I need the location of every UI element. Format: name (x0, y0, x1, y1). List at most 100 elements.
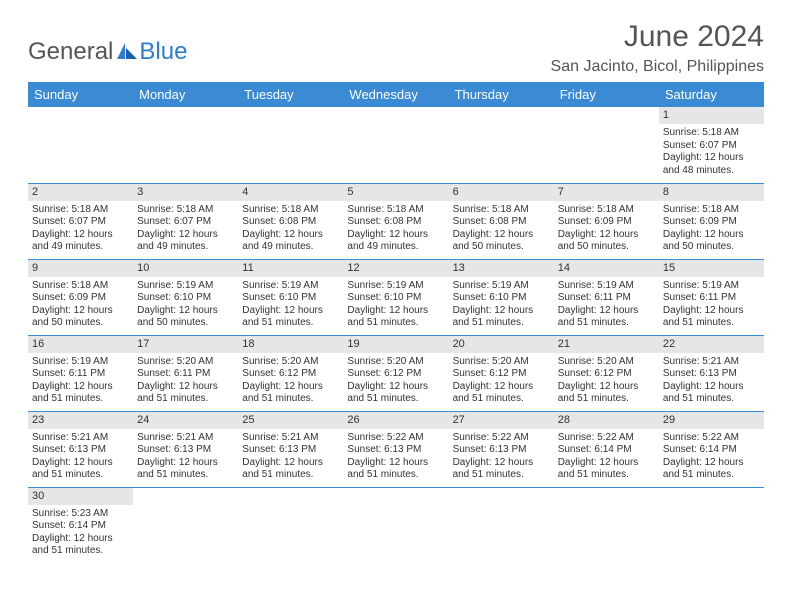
day-number: 23 (28, 412, 133, 429)
day-details: Sunrise: 5:20 AMSunset: 6:12 PMDaylight:… (449, 353, 554, 410)
day-details: Sunrise: 5:18 AMSunset: 6:07 PMDaylight:… (28, 201, 133, 258)
calendar-cell (449, 487, 554, 563)
day-number: 7 (554, 184, 659, 201)
weekday-header-row: Sunday Monday Tuesday Wednesday Thursday… (28, 82, 764, 107)
calendar-cell: 7Sunrise: 5:18 AMSunset: 6:09 PMDaylight… (554, 183, 659, 259)
day-details: Sunrise: 5:19 AMSunset: 6:10 PMDaylight:… (343, 277, 448, 334)
day-number: 27 (449, 412, 554, 429)
calendar-cell (238, 107, 343, 183)
calendar-cell: 12Sunrise: 5:19 AMSunset: 6:10 PMDayligh… (343, 259, 448, 335)
calendar-cell: 8Sunrise: 5:18 AMSunset: 6:09 PMDaylight… (659, 183, 764, 259)
calendar-cell: 18Sunrise: 5:20 AMSunset: 6:12 PMDayligh… (238, 335, 343, 411)
day-number: 8 (659, 184, 764, 201)
calendar-cell: 14Sunrise: 5:19 AMSunset: 6:11 PMDayligh… (554, 259, 659, 335)
day-number: 28 (554, 412, 659, 429)
weekday-header: Tuesday (238, 82, 343, 107)
day-number: 20 (449, 336, 554, 353)
day-details: Sunrise: 5:22 AMSunset: 6:14 PMDaylight:… (554, 429, 659, 486)
day-details: Sunrise: 5:19 AMSunset: 6:10 PMDaylight:… (449, 277, 554, 334)
calendar-cell: 22Sunrise: 5:21 AMSunset: 6:13 PMDayligh… (659, 335, 764, 411)
day-details: Sunrise: 5:20 AMSunset: 6:11 PMDaylight:… (133, 353, 238, 410)
day-number: 13 (449, 260, 554, 277)
calendar-cell (659, 487, 764, 563)
weekday-header: Saturday (659, 82, 764, 107)
calendar-row: 30Sunrise: 5:23 AMSunset: 6:14 PMDayligh… (28, 487, 764, 563)
calendar-cell: 5Sunrise: 5:18 AMSunset: 6:08 PMDaylight… (343, 183, 448, 259)
day-details: Sunrise: 5:19 AMSunset: 6:11 PMDaylight:… (659, 277, 764, 334)
logo-sail-icon (115, 41, 139, 61)
calendar-cell: 19Sunrise: 5:20 AMSunset: 6:12 PMDayligh… (343, 335, 448, 411)
calendar-row: 1Sunrise: 5:18 AMSunset: 6:07 PMDaylight… (28, 107, 764, 183)
day-details: Sunrise: 5:23 AMSunset: 6:14 PMDaylight:… (28, 505, 133, 562)
day-number: 6 (449, 184, 554, 201)
day-details: Sunrise: 5:22 AMSunset: 6:13 PMDaylight:… (449, 429, 554, 486)
month-title: June 2024 (551, 20, 764, 54)
day-number: 3 (133, 184, 238, 201)
day-details: Sunrise: 5:22 AMSunset: 6:14 PMDaylight:… (659, 429, 764, 486)
calendar-cell (133, 107, 238, 183)
calendar-cell (554, 107, 659, 183)
day-details: Sunrise: 5:18 AMSunset: 6:08 PMDaylight:… (238, 201, 343, 258)
day-details: Sunrise: 5:19 AMSunset: 6:11 PMDaylight:… (554, 277, 659, 334)
day-number: 12 (343, 260, 448, 277)
day-number: 26 (343, 412, 448, 429)
day-details: Sunrise: 5:18 AMSunset: 6:07 PMDaylight:… (133, 201, 238, 258)
weekday-header: Monday (133, 82, 238, 107)
day-number: 5 (343, 184, 448, 201)
day-number: 4 (238, 184, 343, 201)
calendar-cell: 20Sunrise: 5:20 AMSunset: 6:12 PMDayligh… (449, 335, 554, 411)
day-number: 16 (28, 336, 133, 353)
calendar-cell: 24Sunrise: 5:21 AMSunset: 6:13 PMDayligh… (133, 411, 238, 487)
calendar-cell: 17Sunrise: 5:20 AMSunset: 6:11 PMDayligh… (133, 335, 238, 411)
calendar-cell (28, 107, 133, 183)
day-details: Sunrise: 5:19 AMSunset: 6:10 PMDaylight:… (238, 277, 343, 334)
day-number: 29 (659, 412, 764, 429)
day-details: Sunrise: 5:22 AMSunset: 6:13 PMDaylight:… (343, 429, 448, 486)
calendar-cell: 30Sunrise: 5:23 AMSunset: 6:14 PMDayligh… (28, 487, 133, 563)
calendar-cell: 26Sunrise: 5:22 AMSunset: 6:13 PMDayligh… (343, 411, 448, 487)
day-number: 19 (343, 336, 448, 353)
day-number: 17 (133, 336, 238, 353)
weekday-header: Thursday (449, 82, 554, 107)
page-header: General Blue June 2024 San Jacinto, Bico… (28, 20, 764, 76)
day-details: Sunrise: 5:21 AMSunset: 6:13 PMDaylight:… (133, 429, 238, 486)
day-number: 30 (28, 488, 133, 505)
logo: General Blue (28, 38, 187, 66)
day-details: Sunrise: 5:20 AMSunset: 6:12 PMDaylight:… (343, 353, 448, 410)
day-details: Sunrise: 5:18 AMSunset: 6:09 PMDaylight:… (659, 201, 764, 258)
calendar-cell (343, 487, 448, 563)
calendar-row: 2Sunrise: 5:18 AMSunset: 6:07 PMDaylight… (28, 183, 764, 259)
day-number: 1 (659, 107, 764, 124)
calendar-row: 23Sunrise: 5:21 AMSunset: 6:13 PMDayligh… (28, 411, 764, 487)
logo-text-blue: Blue (139, 38, 187, 66)
day-details: Sunrise: 5:18 AMSunset: 6:08 PMDaylight:… (449, 201, 554, 258)
day-details: Sunrise: 5:21 AMSunset: 6:13 PMDaylight:… (659, 353, 764, 410)
day-number: 9 (28, 260, 133, 277)
calendar-cell (343, 107, 448, 183)
day-details: Sunrise: 5:18 AMSunset: 6:08 PMDaylight:… (343, 201, 448, 258)
calendar-row: 9Sunrise: 5:18 AMSunset: 6:09 PMDaylight… (28, 259, 764, 335)
calendar-cell: 3Sunrise: 5:18 AMSunset: 6:07 PMDaylight… (133, 183, 238, 259)
calendar-cell: 11Sunrise: 5:19 AMSunset: 6:10 PMDayligh… (238, 259, 343, 335)
calendar-cell: 6Sunrise: 5:18 AMSunset: 6:08 PMDaylight… (449, 183, 554, 259)
calendar-cell (449, 107, 554, 183)
calendar-cell: 28Sunrise: 5:22 AMSunset: 6:14 PMDayligh… (554, 411, 659, 487)
day-number: 22 (659, 336, 764, 353)
calendar-cell (554, 487, 659, 563)
day-number: 24 (133, 412, 238, 429)
calendar-cell: 4Sunrise: 5:18 AMSunset: 6:08 PMDaylight… (238, 183, 343, 259)
weekday-header: Wednesday (343, 82, 448, 107)
weekday-header: Sunday (28, 82, 133, 107)
day-number: 11 (238, 260, 343, 277)
day-number: 18 (238, 336, 343, 353)
calendar-cell: 13Sunrise: 5:19 AMSunset: 6:10 PMDayligh… (449, 259, 554, 335)
calendar-cell: 27Sunrise: 5:22 AMSunset: 6:13 PMDayligh… (449, 411, 554, 487)
calendar-table: Sunday Monday Tuesday Wednesday Thursday… (28, 82, 764, 563)
day-number: 10 (133, 260, 238, 277)
calendar-row: 16Sunrise: 5:19 AMSunset: 6:11 PMDayligh… (28, 335, 764, 411)
day-details: Sunrise: 5:20 AMSunset: 6:12 PMDaylight:… (238, 353, 343, 410)
calendar-cell: 16Sunrise: 5:19 AMSunset: 6:11 PMDayligh… (28, 335, 133, 411)
location-text: San Jacinto, Bicol, Philippines (551, 58, 764, 76)
calendar-page: General Blue June 2024 San Jacinto, Bico… (0, 0, 792, 583)
calendar-cell: 25Sunrise: 5:21 AMSunset: 6:13 PMDayligh… (238, 411, 343, 487)
